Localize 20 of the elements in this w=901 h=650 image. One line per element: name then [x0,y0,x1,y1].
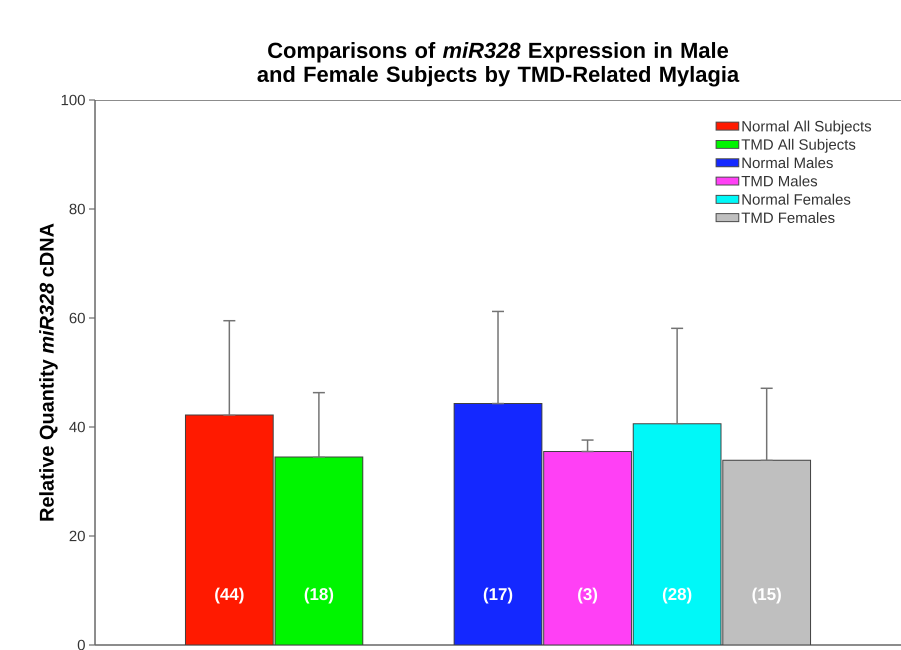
y-tick-label: 80 [70,204,85,214]
legend-label: Normal All Subjects [742,120,872,134]
y-tick-label: 100 [62,94,85,106]
annotation: (3) [578,588,598,604]
annotation: (44) [215,588,244,604]
legend-label: Normal Females [742,194,850,205]
y-tick-label: 20 [70,530,85,542]
annotation: (15) [752,588,781,604]
annotation: (18) [304,588,334,604]
y-tick-label: 0 [78,640,85,650]
legend-label: Normal Males [742,157,833,168]
annotation: (17) [484,588,512,604]
y-axis-title: Relative Quantity miR328 cDNA [39,224,58,521]
y-tick-label: 60 [70,312,85,324]
y-tick-label: 40 [69,422,85,432]
legend-label: TMD Males [742,175,818,186]
legend-label: TMD Females [742,212,835,224]
annotation: (28) [662,588,692,604]
chart-title: Comparisons of miR328 Expression in Male and Female Subjects by TMD-Related Mylagia [257,42,740,86]
legend-label: TMD All Subjects [742,138,856,153]
